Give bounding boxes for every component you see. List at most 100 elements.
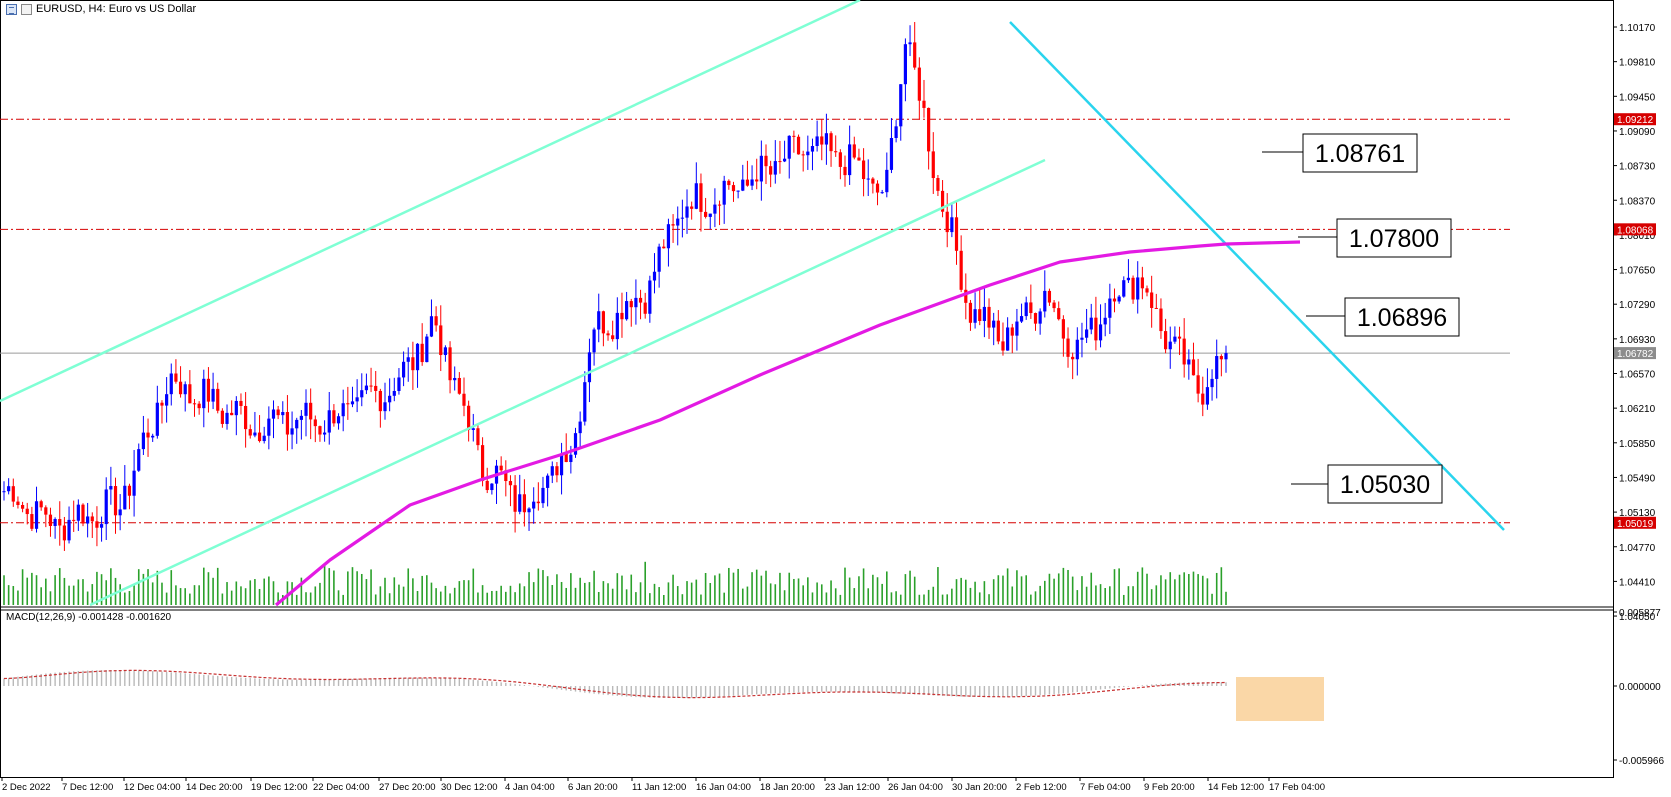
candle-body [2, 491, 6, 493]
candle-body [1038, 311, 1042, 324]
candle-body [434, 316, 438, 326]
candle-body [364, 385, 369, 391]
candle-body [778, 161, 782, 163]
candle-body [899, 84, 903, 127]
candle-body [420, 343, 424, 363]
macd-tick-label: -0.005966 [1619, 756, 1664, 767]
candle-body [848, 144, 852, 176]
candle-body [104, 489, 108, 525]
candle-body [1154, 307, 1158, 309]
candle-body [1215, 356, 1219, 379]
candle-body [536, 501, 540, 504]
annotation-box [1302, 133, 1418, 173]
candle-body [638, 297, 643, 303]
candle-body [1131, 277, 1135, 300]
candle-body [1006, 327, 1010, 351]
candle-body [378, 390, 382, 412]
candle-body [815, 136, 819, 147]
macd-label: MACD(12,26,9) -0.001428 -0.001620 [6, 612, 172, 623]
candle-body [806, 151, 810, 156]
candle-body [861, 160, 866, 180]
candle-body [34, 501, 39, 529]
candle-body [155, 402, 159, 436]
candle-body [550, 466, 554, 476]
candle-body [1071, 356, 1075, 360]
candle-body [671, 224, 675, 226]
price-tick-label: 1.05130 [1619, 508, 1656, 519]
chart-settings-icon[interactable] [21, 3, 32, 15]
moving-average-line [274, 240, 1301, 607]
candle-body [206, 378, 211, 402]
price-tag-box [1614, 516, 1656, 529]
candle-body [1150, 292, 1154, 308]
candle-body [606, 333, 610, 336]
candle-body [583, 382, 587, 422]
candle-body [383, 402, 387, 412]
candle-body [1182, 338, 1186, 365]
candle-body [439, 325, 443, 356]
candle-body [471, 428, 475, 430]
candle-body [634, 297, 638, 308]
candle-body [973, 309, 977, 323]
candle-body [820, 136, 824, 145]
candle-body [318, 426, 322, 435]
candle-body [885, 169, 889, 193]
candle-body [415, 343, 420, 371]
candle-body [327, 410, 331, 433]
candle-body [309, 402, 313, 420]
candle-body [1177, 336, 1182, 339]
candle-body [341, 403, 345, 417]
candle-body [188, 384, 192, 404]
annotation-price-label: 1.07800 [1349, 225, 1439, 253]
time-tick-label: 4 Jan 04:00 [505, 782, 555, 792]
candle-body [996, 320, 1000, 342]
candle-body [1201, 393, 1205, 405]
time-tick-label: 9 Feb 20:00 [1144, 782, 1195, 792]
candle-body [485, 480, 489, 491]
candle-body [137, 449, 141, 471]
candle-body [894, 126, 898, 139]
candle-body [913, 42, 917, 68]
chart-window-icon[interactable] [6, 3, 17, 15]
candle-body [76, 504, 80, 521]
candle-body [369, 385, 373, 387]
candle-body [86, 516, 90, 524]
candle-body [1219, 356, 1223, 360]
price-tick-label: 1.06930 [1619, 335, 1656, 346]
candle-body [508, 481, 513, 486]
candle-body [178, 381, 183, 395]
price-tick-label: 1.08010 [1619, 231, 1656, 242]
channel-lower-line [89, 158, 1046, 607]
candle-body [490, 483, 494, 491]
candle-body [397, 377, 401, 391]
candle-body [304, 402, 308, 416]
candle-body [796, 136, 801, 155]
horizontal-levels [0, 118, 1510, 524]
candle-body [20, 504, 25, 509]
price-tick-label: 1.06210 [1619, 404, 1656, 415]
candle-body [1057, 308, 1061, 320]
candle-body [411, 357, 415, 371]
price-tick-label: 1.08370 [1619, 196, 1656, 207]
candle-body [936, 178, 940, 191]
annotation-box [1336, 218, 1452, 258]
candle-body [522, 494, 526, 513]
candle-body [597, 311, 601, 330]
candle-body [11, 486, 15, 502]
candle-body [657, 246, 661, 272]
price-tick-label: 1.04410 [1619, 577, 1656, 588]
candle-body [132, 470, 136, 496]
candle-body [578, 421, 582, 434]
candle-body [704, 211, 708, 217]
macd-tick-label: 0.000000 [1619, 682, 1661, 693]
candle-body [174, 373, 178, 382]
candle-body [1085, 329, 1089, 338]
candle-body [299, 415, 303, 420]
time-tick-label: 14 Dec 20:00 [186, 782, 243, 792]
candle-body [903, 44, 907, 85]
candle-body [1047, 290, 1052, 303]
candle-body [392, 390, 396, 396]
candle-body [759, 155, 763, 182]
candle-body [230, 412, 234, 416]
